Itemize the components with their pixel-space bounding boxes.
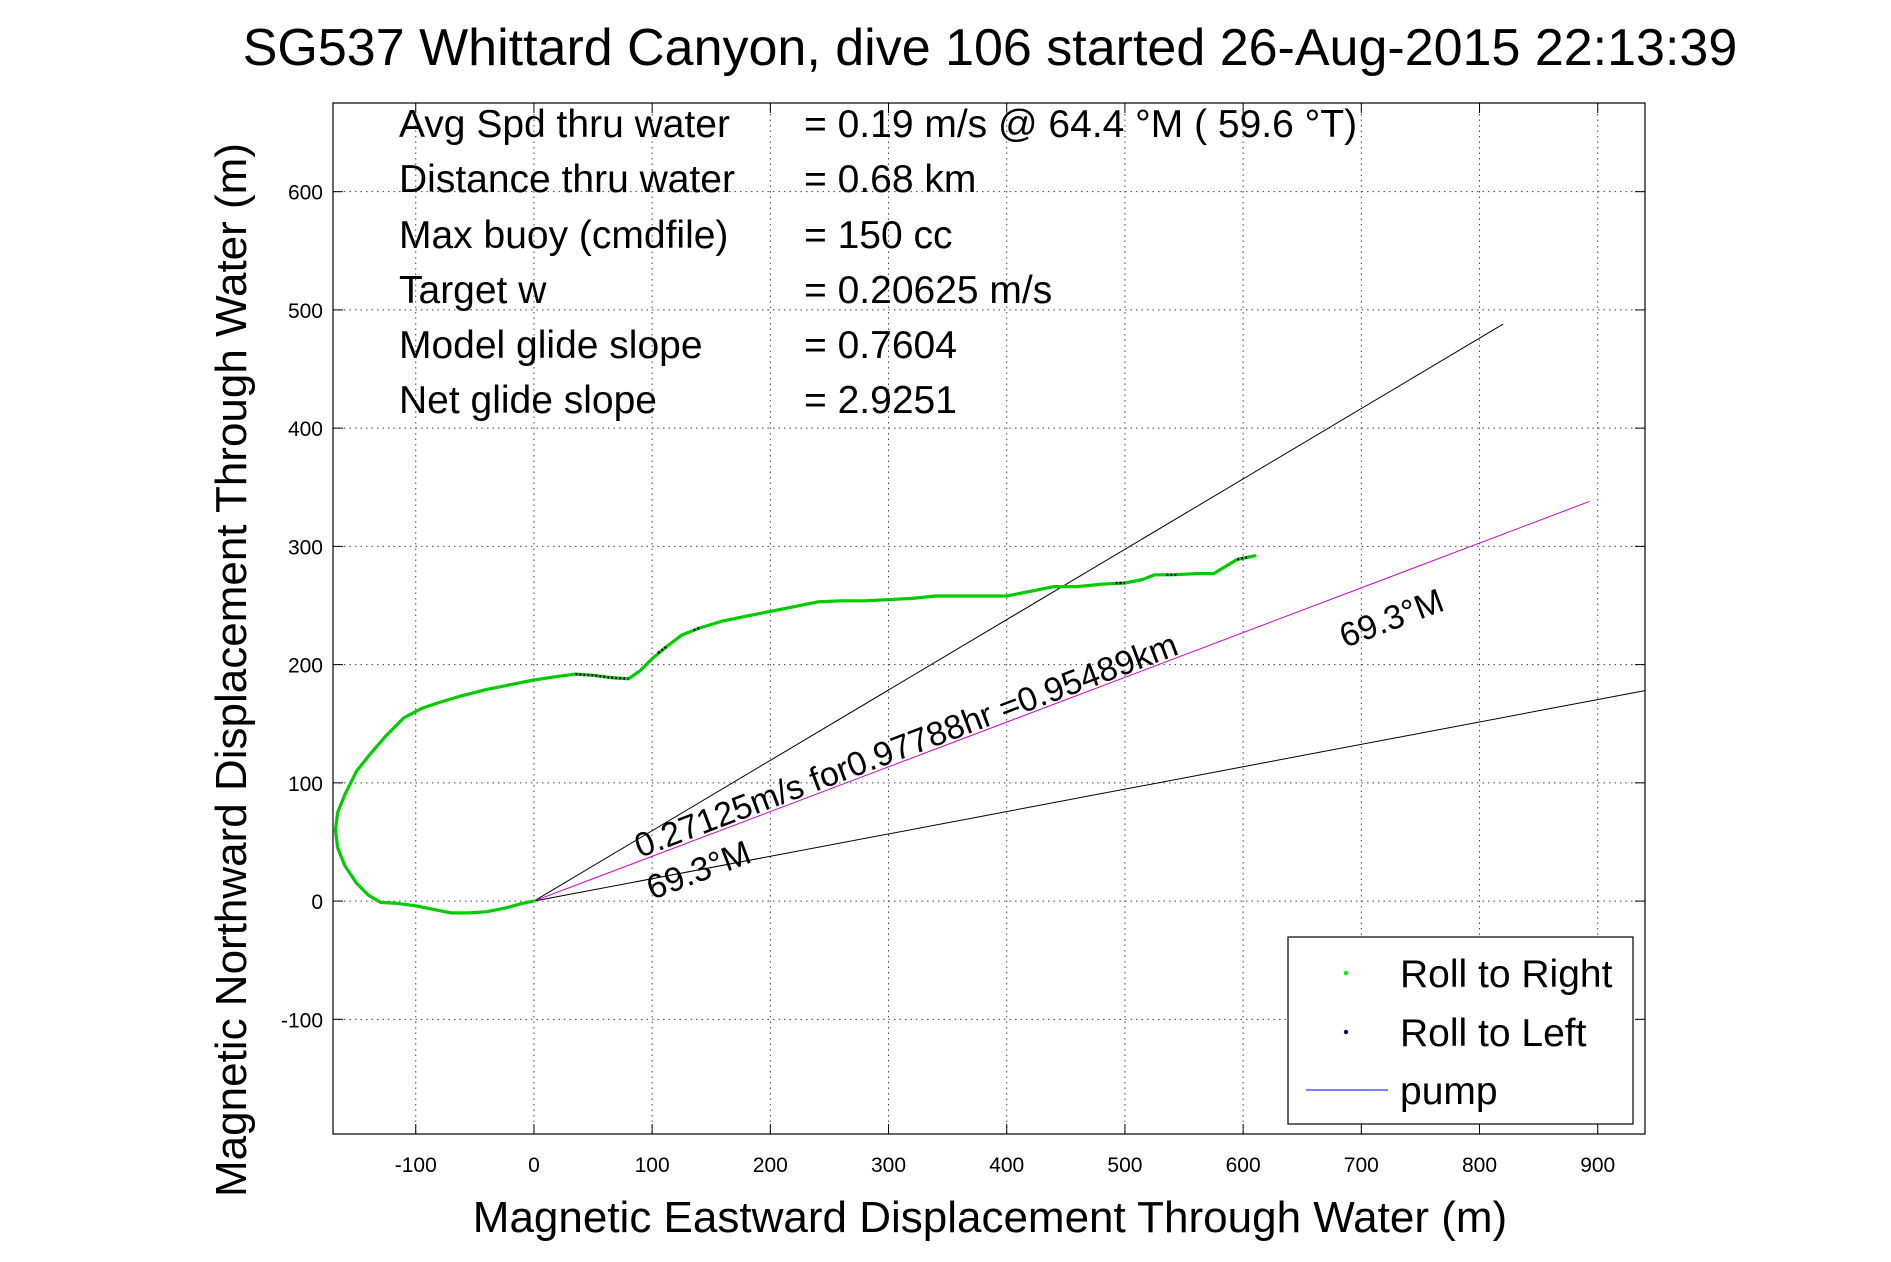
x-axis-label: Magnetic Eastward Displacement Through W…	[473, 1193, 1507, 1242]
x-tick-labels: -100 0 100 200 300 400 500 600 700 800 900	[395, 1154, 1616, 1177]
info-value-max-buoy: = 150 cc	[804, 214, 953, 257]
x-tick-label: 100	[635, 1154, 670, 1177]
x-tick-label: 400	[989, 1154, 1024, 1177]
x-tick-label: 900	[1580, 1154, 1615, 1177]
info-value-distance: = 0.68 km	[804, 158, 976, 201]
current-vector-line	[533, 500, 1590, 902]
roll-right-track	[333, 554, 1257, 915]
roll-left-segment	[575, 672, 629, 680]
x-tick-label: 0	[528, 1154, 540, 1177]
info-value-avg-speed: = 0.19 m/s @ 64.4 °M ( 59.6 °T)	[804, 103, 1357, 146]
info-value-net-glide: = 2.9251	[804, 379, 957, 422]
heading-line-lower	[533, 690, 1646, 902]
x-tick-label: 700	[1344, 1154, 1379, 1177]
y-tick-label: 100	[288, 773, 323, 796]
y-tick-label: 0	[311, 891, 323, 914]
info-label-net-glide: Net glide slope	[399, 379, 657, 422]
roll-left-segment	[693, 626, 700, 632]
y-tick-label: 600	[288, 182, 323, 205]
y-tick-labels: -100 0 100 200 300 400 500 600	[281, 182, 323, 1033]
legend-marker-roll-left	[1343, 1029, 1349, 1035]
y-tick-label: 400	[288, 418, 323, 441]
legend-label-roll-left: Roll to Left	[1400, 1012, 1587, 1055]
legend-marker-roll-right	[1343, 970, 1349, 976]
info-label-distance: Distance thru water	[399, 158, 735, 201]
x-tick-label: 500	[1107, 1154, 1142, 1177]
info-label-model-glide: Model glide slope	[399, 324, 703, 367]
info-value-target-w: = 0.20625 m/s	[804, 269, 1052, 312]
legend-label-roll-right: Roll to Right	[1400, 953, 1613, 996]
y-axis-label: Magnetic Northward Displacement Through …	[207, 143, 256, 1197]
x-tick-label: 800	[1462, 1154, 1497, 1177]
info-value-model-glide: = 0.7604	[804, 324, 957, 367]
y-tick-label: 500	[288, 300, 323, 323]
info-label-max-buoy: Max buoy (cmdfile)	[399, 214, 728, 257]
roll-left-segment	[657, 645, 667, 654]
info-label-avg-speed: Avg Spd thru water	[399, 103, 730, 146]
info-block: Avg Spd thru water = 0.19 m/s @ 64.4 °M …	[399, 103, 1357, 422]
legend-label-pump: pump	[1400, 1070, 1498, 1113]
y-tick-label: 300	[288, 536, 323, 559]
y-tick-label: 200	[288, 655, 323, 678]
x-tick-label: 200	[753, 1154, 788, 1177]
x-tick-label: 300	[871, 1154, 906, 1177]
chart-title: SG537 Whittard Canyon, dive 106 started …	[243, 19, 1738, 77]
legend-box	[1287, 936, 1634, 1125]
info-label-target-w: Target w	[399, 269, 547, 312]
x-tick-label: -100	[395, 1154, 437, 1177]
legend: Roll to Right Roll to Left pump	[1287, 936, 1634, 1125]
x-tick-label: 600	[1226, 1154, 1261, 1177]
y-tick-label: -100	[281, 1009, 323, 1032]
heading-line-upper	[533, 323, 1504, 902]
reference-lines	[533, 323, 1646, 902]
plot-frame	[332, 102, 1646, 1135]
track-layer	[333, 554, 1257, 915]
